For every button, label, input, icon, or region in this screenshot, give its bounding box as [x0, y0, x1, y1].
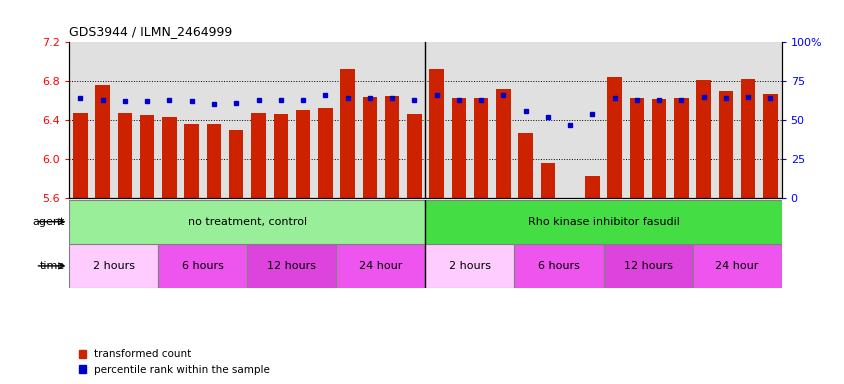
Bar [603, 244, 692, 288]
Text: 12 hours: 12 hours [267, 261, 316, 271]
Bar [229, 130, 243, 198]
Text: Rho kinase inhibitor fasudil: Rho kinase inhibitor fasudil [527, 217, 679, 227]
Text: 6 hours: 6 hours [538, 261, 579, 271]
Bar [425, 244, 514, 288]
Bar [184, 124, 198, 198]
Text: agent: agent [33, 217, 65, 227]
Bar [340, 70, 354, 198]
Bar [162, 117, 176, 198]
Text: 6 hours: 6 hours [181, 261, 224, 271]
Text: GDS3944 / ILMN_2464999: GDS3944 / ILMN_2464999 [69, 25, 232, 38]
Bar [652, 99, 666, 198]
Text: no treatment, control: no treatment, control [187, 217, 306, 227]
Bar [362, 97, 376, 198]
Bar [495, 89, 510, 198]
Text: 2 hours: 2 hours [448, 261, 490, 271]
Bar [140, 115, 154, 198]
Bar [273, 114, 288, 198]
Bar [425, 200, 781, 244]
Bar [540, 163, 555, 198]
Bar [473, 98, 488, 198]
Bar [407, 114, 421, 198]
Bar [740, 79, 755, 198]
Bar [295, 110, 310, 198]
Bar [69, 200, 425, 244]
Bar [695, 80, 710, 198]
Bar [73, 113, 88, 198]
Bar [692, 244, 781, 288]
Text: 24 hour: 24 hour [715, 261, 758, 271]
Text: 12 hours: 12 hours [623, 261, 672, 271]
Bar [762, 94, 776, 198]
Bar [429, 70, 443, 198]
Text: 2 hours: 2 hours [93, 261, 135, 271]
Bar [674, 98, 688, 198]
Bar [158, 244, 247, 288]
Text: 24 hour: 24 hour [359, 261, 402, 271]
Bar [607, 77, 621, 198]
Bar [247, 244, 336, 288]
Bar [384, 96, 399, 198]
Bar [585, 176, 599, 198]
Text: time: time [40, 261, 65, 271]
Bar [117, 113, 132, 198]
Bar [517, 132, 533, 198]
Legend: transformed count, percentile rank within the sample: transformed count, percentile rank withi… [74, 345, 274, 379]
Bar [629, 98, 643, 198]
Bar [451, 98, 466, 198]
Bar [514, 244, 603, 288]
Bar [336, 244, 425, 288]
Bar [207, 124, 221, 198]
Bar [317, 108, 333, 198]
Bar [718, 91, 733, 198]
Bar [69, 244, 158, 288]
Bar [95, 85, 110, 198]
Bar [251, 113, 265, 198]
